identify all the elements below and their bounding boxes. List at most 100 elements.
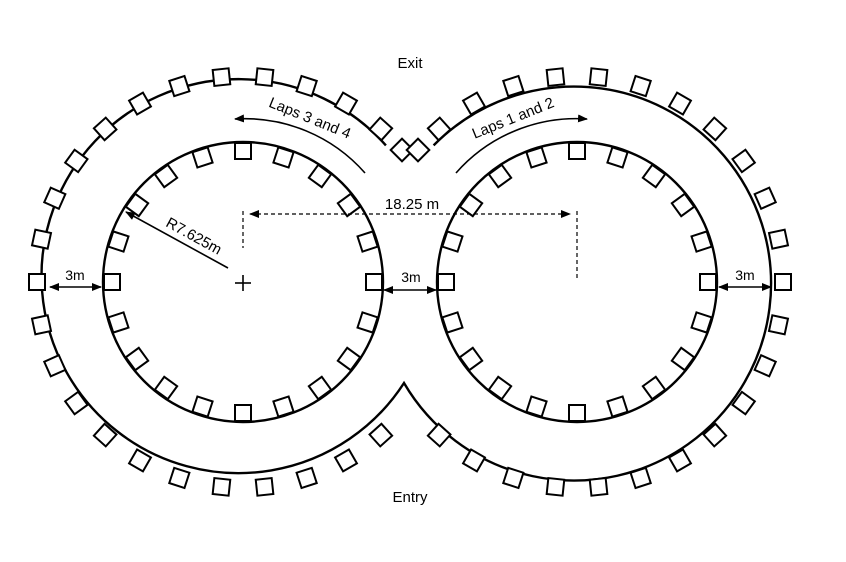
- outer-barrier-post: [774, 273, 792, 291]
- inner-barrier-post: [365, 273, 383, 291]
- inner-barrier-post: [606, 395, 629, 418]
- outer-barrier-post: [545, 476, 566, 497]
- outer-barrier-post: [502, 74, 525, 98]
- laps-right-arrow: [455, 114, 588, 174]
- inner-barrier-post: [699, 273, 717, 291]
- outer-barrier-post: [753, 353, 778, 378]
- outer-barrier-post: [767, 314, 790, 336]
- exit-label: Exit: [397, 55, 423, 72]
- inner-barrier-post: [441, 230, 464, 253]
- laps-left-arrow: [234, 114, 366, 174]
- outer-barrier-post: [368, 422, 394, 448]
- outer-barrier-post: [731, 148, 757, 174]
- inner-barrier-post: [356, 311, 379, 334]
- outer-barrier-post: [254, 476, 275, 497]
- outer-barrier-post: [168, 74, 191, 98]
- inner-barrier-post: [272, 146, 295, 169]
- outer-barrier-post: [295, 74, 318, 98]
- inner-barrier-post: [641, 375, 667, 401]
- outer-barrier-post: [667, 91, 693, 116]
- inner-barrier-post: [441, 311, 464, 334]
- outer-barrier-post: [667, 448, 693, 473]
- inner-barrier-post: [356, 230, 379, 253]
- inner-barrier-post: [641, 163, 667, 189]
- inner-barrier-post: [568, 404, 586, 422]
- inner-barrier-post: [234, 404, 252, 422]
- inner-barrier-post: [107, 311, 130, 334]
- inner-barrier-post: [690, 230, 713, 253]
- radius-label: R7.625m: [163, 214, 225, 258]
- outer-barrier-post: [333, 91, 359, 116]
- inner-barrier-post: [336, 192, 362, 218]
- outer-barrier-post: [368, 116, 394, 142]
- outer-barrier-post: [168, 466, 191, 490]
- right-width-label: 3m: [735, 267, 754, 283]
- inner-barrier-post: [234, 142, 252, 160]
- inner-barrier-post: [107, 230, 130, 253]
- inner-barrier-post: [124, 192, 150, 218]
- outer-barrier-post: [426, 422, 452, 448]
- junction-barrier-post: [405, 137, 431, 163]
- outer-barrier-post: [295, 466, 318, 490]
- outer-barrier-post: [254, 67, 275, 88]
- outer-barrier-post: [588, 67, 609, 88]
- right-inner-circle: [435, 140, 719, 424]
- outer-barrier-post: [545, 67, 566, 88]
- inner-barrier-post: [670, 346, 696, 372]
- outer-barrier-post: [30, 228, 53, 250]
- outer-barrier-post: [127, 448, 153, 473]
- outer-barrier-post: [127, 91, 153, 116]
- inner-barrier-post: [437, 273, 455, 291]
- outer-barrier-post: [92, 422, 118, 448]
- inner-barrier-post: [670, 192, 696, 218]
- inner-barrier-post: [336, 346, 362, 372]
- inner-barrier-post: [458, 346, 484, 372]
- outer-barrier-post: [731, 390, 757, 416]
- middle-width-label: 3m: [401, 269, 420, 285]
- outer-barrier-post: [588, 476, 609, 497]
- inner-barrier-post: [690, 311, 713, 334]
- inner-barrier-post: [272, 395, 295, 418]
- center-distance-label: 18.25 m: [385, 196, 439, 213]
- outer-barrier-post: [461, 91, 487, 116]
- inner-barrier-post: [525, 146, 548, 169]
- inner-barrier-post: [153, 375, 179, 401]
- left-width-label: 3m: [65, 267, 84, 283]
- outer-barrier-post: [28, 273, 46, 291]
- inner-barrier-post: [103, 273, 121, 291]
- outer-barrier-post: [629, 466, 652, 490]
- inner-barrier-post: [307, 375, 333, 401]
- outer-barrier-post: [30, 314, 53, 336]
- outer-barrier-post: [502, 466, 525, 490]
- outer-barrier-post: [333, 448, 359, 473]
- entry-label: Entry: [392, 489, 428, 506]
- inner-barrier-post: [568, 142, 586, 160]
- inner-barrier-post: [487, 163, 513, 189]
- inner-barrier-post: [606, 146, 629, 169]
- outer-barrier-post: [92, 116, 118, 142]
- outer-barrier-post: [211, 476, 232, 497]
- inner-barrier-post: [458, 192, 484, 218]
- inner-barrier-post: [153, 163, 179, 189]
- barrier-posts: [28, 67, 792, 497]
- outer-barrier-post: [702, 116, 728, 142]
- inner-barrier-post: [487, 375, 513, 401]
- junction-barrier-post: [389, 137, 415, 163]
- inner-barrier-post: [191, 146, 214, 169]
- outer-barrier-post: [426, 116, 452, 142]
- outer-barrier-post: [753, 186, 778, 211]
- inner-barrier-post: [124, 346, 150, 372]
- outer-barrier-post: [767, 228, 790, 250]
- radius-line: [125, 211, 229, 269]
- outer-barrier-post: [629, 74, 652, 98]
- outer-track-boundary: [40, 77, 773, 482]
- outer-barrier-post: [63, 148, 89, 174]
- outer-barrier-post: [461, 448, 487, 473]
- outer-barrier-post: [63, 390, 89, 416]
- inner-barrier-post: [525, 395, 548, 418]
- outer-barrier-post: [42, 353, 67, 378]
- inner-barrier-post: [307, 163, 333, 189]
- outer-barrier-post: [211, 67, 232, 88]
- inner-barrier-post: [191, 395, 214, 418]
